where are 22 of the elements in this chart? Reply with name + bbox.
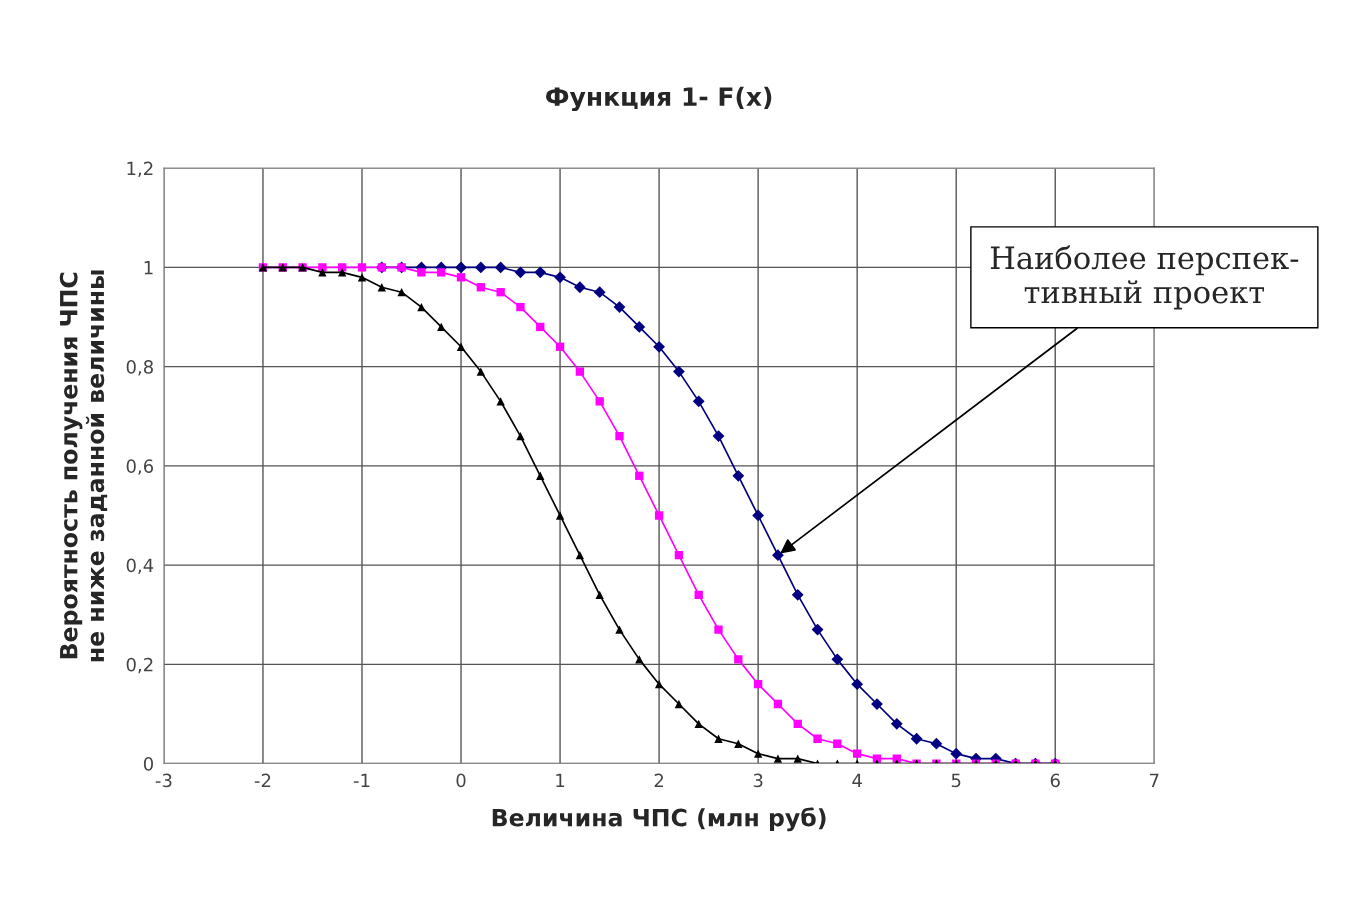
x-tick-label: 6 <box>1050 773 1060 788</box>
y-tick-label: 1 <box>144 261 153 275</box>
y-tick-label: 0 <box>143 757 153 771</box>
x-tick-label: 2 <box>654 773 664 787</box>
annotation: Наиболее перспек- тивный проект <box>990 245 1299 310</box>
y-tick-label: 0,8 <box>126 360 153 376</box>
x-tick-label: 1 <box>556 773 565 787</box>
x-tick-label: 0 <box>456 773 466 788</box>
y-tick-label: 0,6 <box>126 459 154 475</box>
chart-title: Функция 1- F(x) <box>546 86 772 112</box>
y-axis-title: Вероятность получения ЧПС не ниже заданной величины <box>59 270 108 662</box>
x-tick-label: 7 <box>1150 773 1159 787</box>
x-tick-label: -3 <box>155 773 172 788</box>
y-tick-label: 0,4 <box>126 558 154 575</box>
y-tick-label: 0,2 <box>126 657 153 674</box>
x-tick-label: -1 <box>353 773 370 787</box>
x-tick-label: 3 <box>753 773 763 788</box>
x-tick-label: 4 <box>852 773 862 787</box>
x-tick-label: 5 <box>951 773 961 788</box>
x-tick-label: -2 <box>254 773 271 787</box>
x-axis-title: Величина ЧПС (млн руб) <box>492 807 826 832</box>
y-tick-label: 1,2 <box>127 161 153 178</box>
